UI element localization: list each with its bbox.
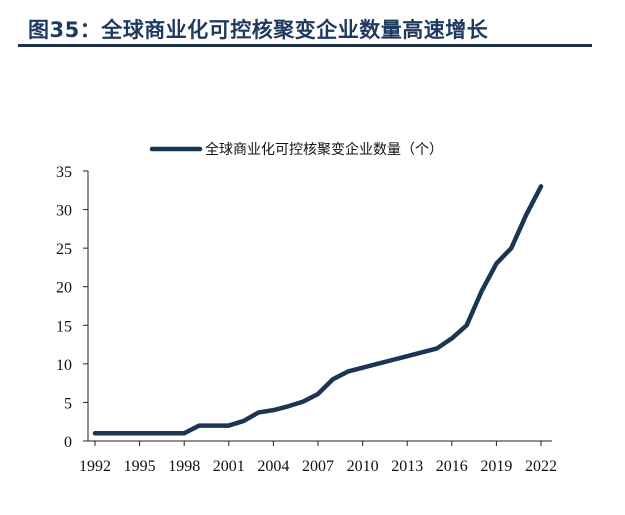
chart-axes: 0 5 10 15 20 25 30 35 1992 1995 1998 2001 2004 2007 20… <box>56 164 557 475</box>
x-tick-label: 1998 <box>168 458 200 475</box>
x-tick-label: 2016 <box>436 458 468 475</box>
x-tick-label: 2022 <box>525 458 557 475</box>
y-tick-label: 35 <box>56 164 72 181</box>
x-tick-label: 2004 <box>257 458 289 475</box>
legend-label: 全球商业化可控核聚变企业数量（个） <box>205 141 443 158</box>
y-tick-label: 25 <box>56 241 72 258</box>
y-tick-label: 10 <box>56 357 72 374</box>
title-divider <box>18 44 592 47</box>
y-tick-label: 5 <box>64 395 72 412</box>
x-tick-label: 2019 <box>480 458 512 475</box>
x-tick-label: 2010 <box>347 458 379 475</box>
chart-series <box>92 184 544 436</box>
page-title: 图35：全球商业化可控核聚变企业数量高速增长 <box>28 18 489 42</box>
x-tick-label: 2013 <box>391 458 423 475</box>
chart-legend: 全球商业化可控核聚变企业数量（个） <box>149 141 443 158</box>
x-tick-label: 2007 <box>302 458 334 475</box>
title-bar: 图35：全球商业化可控核聚变企业数量高速增长 <box>18 10 592 44</box>
y-tick-label: 15 <box>56 318 72 335</box>
x-tick-label: 1992 <box>79 458 111 475</box>
y-tick-label: 30 <box>56 203 72 220</box>
x-tick-label: 2001 <box>213 458 245 475</box>
y-tick-label: 20 <box>56 280 72 297</box>
x-tick-label: 1995 <box>124 458 156 475</box>
y-tick-label: 0 <box>64 434 72 451</box>
series-line-0 <box>92 184 544 436</box>
